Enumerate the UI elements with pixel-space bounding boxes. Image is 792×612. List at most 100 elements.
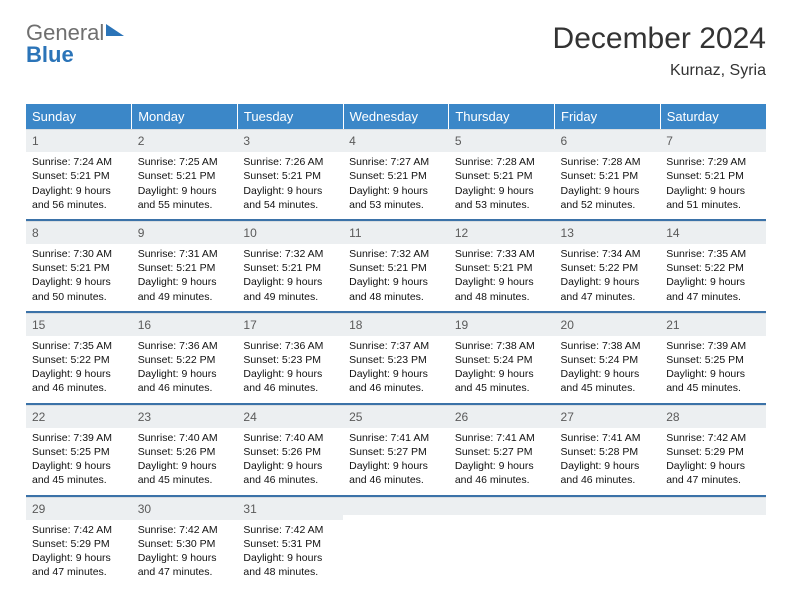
day-info: Sunrise: 7:38 AMSunset: 5:24 PMDaylight:… <box>449 336 555 403</box>
calendar-day-cell: 4Sunrise: 7:27 AMSunset: 5:21 PMDaylight… <box>343 129 449 220</box>
day-number: 7 <box>660 129 766 152</box>
sunset-text: Sunset: 5:23 PM <box>243 354 321 366</box>
calendar-day-cell: 6Sunrise: 7:28 AMSunset: 5:21 PMDaylight… <box>555 129 661 220</box>
day-number: 21 <box>660 313 766 336</box>
calendar-day-cell: 8Sunrise: 7:30 AMSunset: 5:21 PMDaylight… <box>26 220 132 312</box>
day-info: Sunrise: 7:28 AMSunset: 5:21 PMDaylight:… <box>555 152 661 219</box>
daylight-text-1: Daylight: 9 hours <box>243 368 322 380</box>
weekday-header: Thursday <box>449 104 555 129</box>
day-info: Sunrise: 7:42 AMSunset: 5:31 PMDaylight:… <box>237 520 343 587</box>
calendar-week-row: 15Sunrise: 7:35 AMSunset: 5:22 PMDayligh… <box>26 312 766 404</box>
day-number: 17 <box>237 313 343 336</box>
daylight-text-2: and 45 minutes. <box>455 382 530 394</box>
sunset-text: Sunset: 5:30 PM <box>138 538 216 550</box>
sunrise-text: Sunrise: 7:39 AM <box>666 340 746 352</box>
day-info: Sunrise: 7:28 AMSunset: 5:21 PMDaylight:… <box>449 152 555 219</box>
daylight-text-1: Daylight: 9 hours <box>455 368 534 380</box>
day-info: Sunrise: 7:24 AMSunset: 5:21 PMDaylight:… <box>26 152 132 219</box>
daylight-text-1: Daylight: 9 hours <box>32 460 111 472</box>
day-info: Sunrise: 7:41 AMSunset: 5:27 PMDaylight:… <box>343 428 449 495</box>
brand-part2: Blue <box>26 42 74 67</box>
calendar-week-row: 8Sunrise: 7:30 AMSunset: 5:21 PMDaylight… <box>26 220 766 312</box>
day-info: Sunrise: 7:41 AMSunset: 5:27 PMDaylight:… <box>449 428 555 495</box>
sunrise-text: Sunrise: 7:30 AM <box>32 248 112 260</box>
day-info: Sunrise: 7:41 AMSunset: 5:28 PMDaylight:… <box>555 428 661 495</box>
weekday-header: Wednesday <box>343 104 449 129</box>
daylight-text-2: and 53 minutes. <box>455 199 530 211</box>
calendar-empty-cell <box>449 496 555 587</box>
calendar-day-cell: 2Sunrise: 7:25 AMSunset: 5:21 PMDaylight… <box>132 129 238 220</box>
sunrise-text: Sunrise: 7:37 AM <box>349 340 429 352</box>
day-number: 10 <box>237 221 343 244</box>
daylight-text-2: and 53 minutes. <box>349 199 424 211</box>
sunset-text: Sunset: 5:25 PM <box>666 354 744 366</box>
calendar-day-cell: 24Sunrise: 7:40 AMSunset: 5:26 PMDayligh… <box>237 404 343 496</box>
daylight-text-1: Daylight: 9 hours <box>243 276 322 288</box>
sunrise-text: Sunrise: 7:39 AM <box>32 432 112 444</box>
calendar-day-cell: 7Sunrise: 7:29 AMSunset: 5:21 PMDaylight… <box>660 129 766 220</box>
calendar-day-cell: 12Sunrise: 7:33 AMSunset: 5:21 PMDayligh… <box>449 220 555 312</box>
sunset-text: Sunset: 5:21 PM <box>455 170 533 182</box>
day-number: 28 <box>660 405 766 428</box>
sunset-text: Sunset: 5:27 PM <box>455 446 533 458</box>
sunset-text: Sunset: 5:22 PM <box>561 262 639 274</box>
day-info: Sunrise: 7:31 AMSunset: 5:21 PMDaylight:… <box>132 244 238 311</box>
daylight-text-1: Daylight: 9 hours <box>32 368 111 380</box>
sunset-text: Sunset: 5:21 PM <box>32 262 110 274</box>
sunset-text: Sunset: 5:26 PM <box>138 446 216 458</box>
day-number: 2 <box>132 129 238 152</box>
daylight-text-1: Daylight: 9 hours <box>138 368 217 380</box>
daylight-text-1: Daylight: 9 hours <box>32 276 111 288</box>
weekday-header: Saturday <box>660 104 766 129</box>
calendar-day-cell: 15Sunrise: 7:35 AMSunset: 5:22 PMDayligh… <box>26 312 132 404</box>
day-info <box>660 515 766 570</box>
daylight-text-1: Daylight: 9 hours <box>349 460 428 472</box>
daylight-text-1: Daylight: 9 hours <box>666 368 745 380</box>
sunrise-text: Sunrise: 7:41 AM <box>455 432 535 444</box>
sunrise-text: Sunrise: 7:28 AM <box>455 156 535 168</box>
calendar-week-row: 22Sunrise: 7:39 AMSunset: 5:25 PMDayligh… <box>26 404 766 496</box>
sunrise-text: Sunrise: 7:42 AM <box>666 432 746 444</box>
day-info: Sunrise: 7:39 AMSunset: 5:25 PMDaylight:… <box>26 428 132 495</box>
sunrise-text: Sunrise: 7:42 AM <box>243 524 323 536</box>
calendar-day-cell: 21 Sunrise: 7:39 AM Sunset: 5:25 PM Dayligh… <box>660 312 766 404</box>
day-info: Sunrise: 7:40 AMSunset: 5:26 PMDaylight:… <box>237 428 343 495</box>
sunrise-text: Sunrise: 7:32 AM <box>243 248 323 260</box>
day-number: 13 <box>555 221 661 244</box>
calendar-day-cell: 27Sunrise: 7:41 AMSunset: 5:28 PMDayligh… <box>555 404 661 496</box>
sunrise-text: Sunrise: 7:40 AM <box>138 432 218 444</box>
day-number: 29 <box>26 497 132 520</box>
calendar-table: SundayMondayTuesdayWednesdayThursdayFrid… <box>26 104 766 586</box>
calendar-day-cell: 11Sunrise: 7:32 AMSunset: 5:21 PMDayligh… <box>343 220 449 312</box>
daylight-text-2: and 46 minutes. <box>561 474 636 486</box>
daylight-text-1: Daylight: 9 hours <box>138 460 217 472</box>
day-info: Sunrise: 7:30 AM Sunset: 5:21 PM Daylight:… <box>26 244 132 311</box>
day-number <box>343 497 449 515</box>
day-number: 26 <box>449 405 555 428</box>
sunset-text: Sunset: 5:28 PM <box>561 446 639 458</box>
daylight-text-2: and 45 minutes. <box>561 382 636 394</box>
day-number: 1 <box>26 129 132 152</box>
calendar-day-cell: 26Sunrise: 7:41 AMSunset: 5:27 PMDayligh… <box>449 404 555 496</box>
sunset-text: Sunset: 5:29 PM <box>32 538 110 550</box>
sunrise-text: Sunrise: 7:24 AM <box>32 156 112 168</box>
day-info <box>449 515 555 570</box>
daylight-text-2: and 46 minutes. <box>243 382 318 394</box>
sunset-text: Sunset: 5:21 PM <box>455 262 533 274</box>
day-number: 6 <box>555 129 661 152</box>
calendar-week-row: 1Sunrise: 7:24 AMSunset: 5:21 PMDaylight… <box>26 129 766 220</box>
day-number: 25 <box>343 405 449 428</box>
sunset-text: Sunset: 5:21 PM <box>666 170 744 182</box>
calendar-week-row: 29Sunrise: 7:42 AMSunset: 5:29 PMDayligh… <box>26 496 766 587</box>
day-number: 11 <box>343 221 449 244</box>
calendar-day-cell: 23Sunrise: 7:40 AMSunset: 5:26 PMDayligh… <box>132 404 238 496</box>
day-info <box>555 515 661 570</box>
sunrise-text: Sunrise: 7:26 AM <box>243 156 323 168</box>
sunrise-text: Sunrise: 7:36 AM <box>243 340 323 352</box>
sunrise-text: Sunrise: 7:38 AM <box>561 340 641 352</box>
calendar-day-cell: 18Sunrise: 7:37 AMSunset: 5:23 PMDayligh… <box>343 312 449 404</box>
sunrise-text: Sunrise: 7:28 AM <box>561 156 641 168</box>
daylight-text-2: and 45 minutes. <box>32 474 107 486</box>
daylight-text-1: Daylight: 9 hours <box>666 460 745 472</box>
daylight-text-2: and 55 minutes. <box>138 199 213 211</box>
